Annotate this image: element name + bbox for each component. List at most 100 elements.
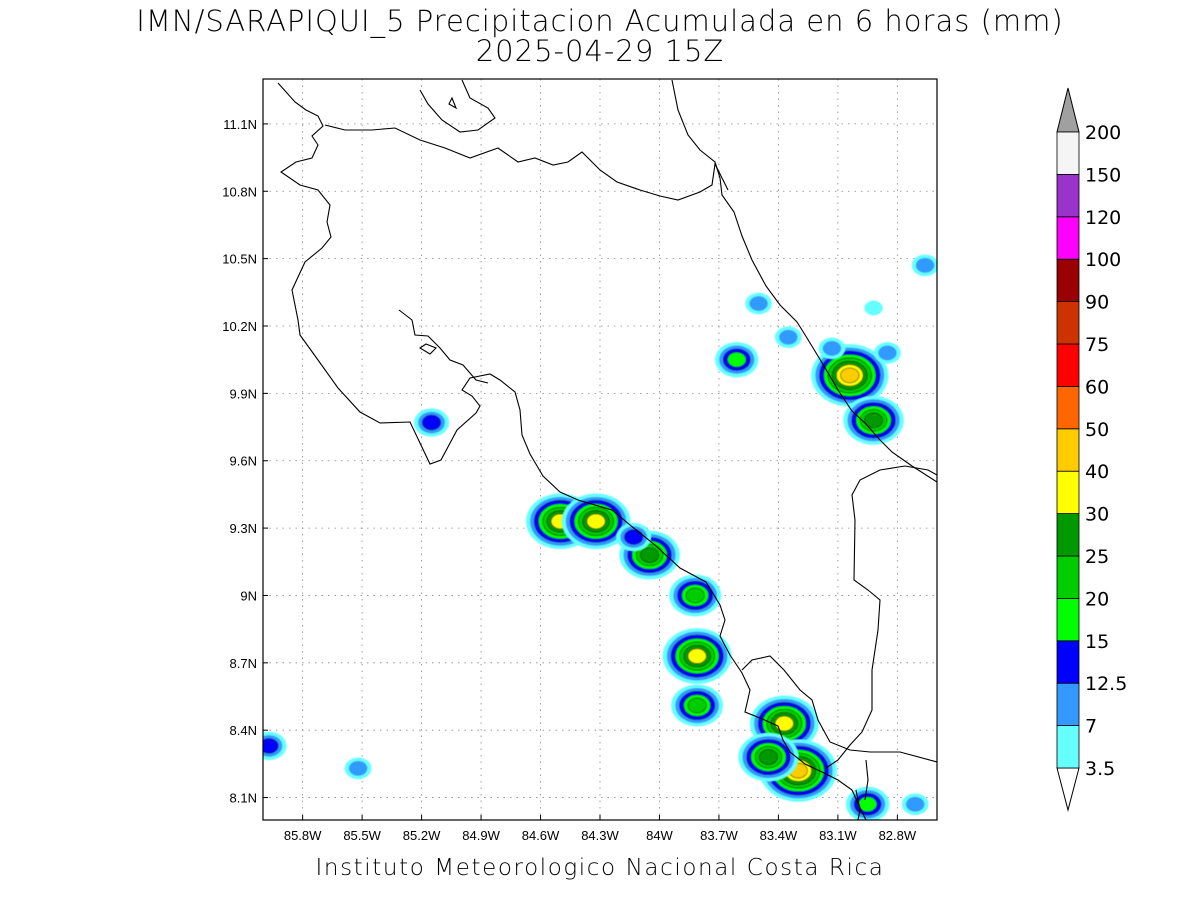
- precip-cell: [818, 337, 846, 360]
- precip-contour: [727, 351, 747, 368]
- colorbar-segment: [1056, 640, 1080, 684]
- lat-tick-label: 9.9N: [230, 386, 257, 401]
- colorbar-over-arrow: [1056, 87, 1080, 133]
- precip-cell: [616, 522, 652, 552]
- map-title: IMN/SARAPIQUI_5 Precipitacion Acumulada …: [136, 4, 1064, 38]
- lon-tick-label: 82.8W: [879, 828, 917, 843]
- lat-tick-label: 10.8N: [222, 184, 257, 199]
- colorbar-label: 12.5: [1085, 673, 1127, 695]
- colorbar-segment: [1056, 301, 1080, 345]
- colorbar-segment: [1056, 682, 1080, 727]
- burica-point: [855, 759, 869, 820]
- precip-cell: [911, 254, 937, 277]
- precip-contour: [878, 345, 897, 361]
- lat-tick-label: 10.2N: [222, 319, 257, 334]
- lat-tick-label: 11.1N: [223, 117, 257, 132]
- precip-contour: [822, 341, 842, 356]
- caribbean-coast: [671, 79, 937, 483]
- precip-contour: [905, 796, 925, 812]
- precip-cell: [263, 731, 287, 761]
- precip-cell: [774, 326, 802, 349]
- nicaragua-border: [324, 124, 729, 201]
- precip-cell: [738, 732, 799, 782]
- colorbar-label: 7: [1085, 716, 1097, 738]
- panama-border: [825, 465, 937, 769]
- grid-lines: [263, 79, 937, 820]
- nicoya-gulf-inner: [398, 309, 489, 384]
- precip-contour: [779, 329, 798, 345]
- colorbar-label: 3.5: [1085, 758, 1115, 780]
- precip-contour: [687, 648, 707, 664]
- lon-tick-label: 84.9W: [462, 828, 500, 843]
- colorbar-segment: [1056, 513, 1080, 557]
- colorbar-segment: [1056, 428, 1080, 472]
- colorbar-label: 200: [1085, 122, 1121, 144]
- colorbar-segment: [1056, 385, 1080, 430]
- lon-tick-label: 83.7W: [700, 828, 738, 843]
- lon-tick-label: 85.2W: [403, 828, 441, 843]
- precip-contour: [624, 529, 644, 545]
- lat-tick-label: 9.6N: [230, 454, 257, 469]
- lon-tick-label: 84.3W: [581, 828, 619, 843]
- island-small: [418, 343, 437, 355]
- precip-contour: [864, 412, 884, 429]
- osa-peninsula: [741, 655, 937, 763]
- colorbar-segment: [1056, 258, 1080, 303]
- lat-tick-label: 8.4N: [230, 723, 257, 738]
- colorbar-under-arrow: [1056, 767, 1080, 812]
- lon-tick-label: 84.6W: [522, 828, 560, 843]
- lon-tick-label: 84W: [646, 828, 673, 843]
- colorbar-segment: [1056, 470, 1080, 515]
- colorbar-segment: [1056, 555, 1080, 599]
- lat-tick-label: 8.1N: [230, 791, 257, 806]
- precip-cell: [714, 342, 759, 378]
- axis-ticks: 85.8W 85.5W 85.2W 84.9W 84.6W 84.3W 84W 83.7W 83…: [222, 117, 917, 843]
- colorbar-label: 120: [1085, 207, 1121, 229]
- precip-cell: [901, 793, 929, 816]
- colorbar-label: 30: [1085, 504, 1109, 526]
- precip-contour: [348, 760, 368, 776]
- precip-contour: [915, 257, 935, 273]
- lat-tick-label: 9N: [240, 588, 257, 603]
- precip-contour: [758, 749, 778, 765]
- colorbar-label: 25: [1085, 546, 1109, 568]
- precip-contour: [840, 367, 860, 384]
- precip-contour: [263, 738, 279, 754]
- lon-tick-label: 85.5W: [343, 828, 381, 843]
- precip-cell: [671, 684, 724, 727]
- colorbar-label: 20: [1085, 588, 1109, 610]
- precip-cell: [561, 493, 631, 550]
- precip-cell: [745, 292, 772, 315]
- colorbar-label: 100: [1085, 249, 1121, 271]
- precip-cell: [413, 408, 450, 437]
- coastline: [277, 79, 937, 820]
- colorbar-segment: [1056, 216, 1080, 260]
- map-subtitle: 2025-04-29 15Z: [475, 34, 725, 68]
- precip-cell: [864, 300, 883, 316]
- lat-tick-label: 9.3N: [230, 521, 257, 536]
- colorbar-segment: [1056, 343, 1080, 387]
- colorbar: 3.5 7 12.5 15 20 25 30 40 50 60 75 90 100 120 150 200: [1056, 87, 1127, 812]
- precip-contour: [685, 587, 705, 604]
- precip-cell: [669, 574, 722, 617]
- precip-cell: [811, 344, 889, 407]
- colorbar-label: 40: [1085, 461, 1109, 483]
- precip-cell: [843, 395, 904, 445]
- precip-contour: [864, 300, 883, 316]
- precip-contour: [687, 697, 707, 714]
- colorbar-label: 150: [1085, 164, 1121, 186]
- colorbar-segment: [1056, 598, 1080, 642]
- precip-cell: [344, 757, 372, 780]
- colorbar-label: 15: [1085, 631, 1109, 653]
- lon-tick-label: 85.8W: [284, 828, 322, 843]
- lat-tick-label: 10.5N: [222, 252, 257, 267]
- pacific-coast: [277, 82, 867, 820]
- colorbar-segment: [1056, 725, 1080, 769]
- precipitation-field: [263, 254, 937, 820]
- colorbar-label: 50: [1085, 419, 1109, 441]
- lon-tick-label: 83.4W: [760, 828, 798, 843]
- lake-nicaragua-shore: [419, 79, 496, 133]
- footer-credit: Instituto Meteorologico Nacional Costa R…: [315, 855, 885, 881]
- precip-contour: [421, 414, 441, 431]
